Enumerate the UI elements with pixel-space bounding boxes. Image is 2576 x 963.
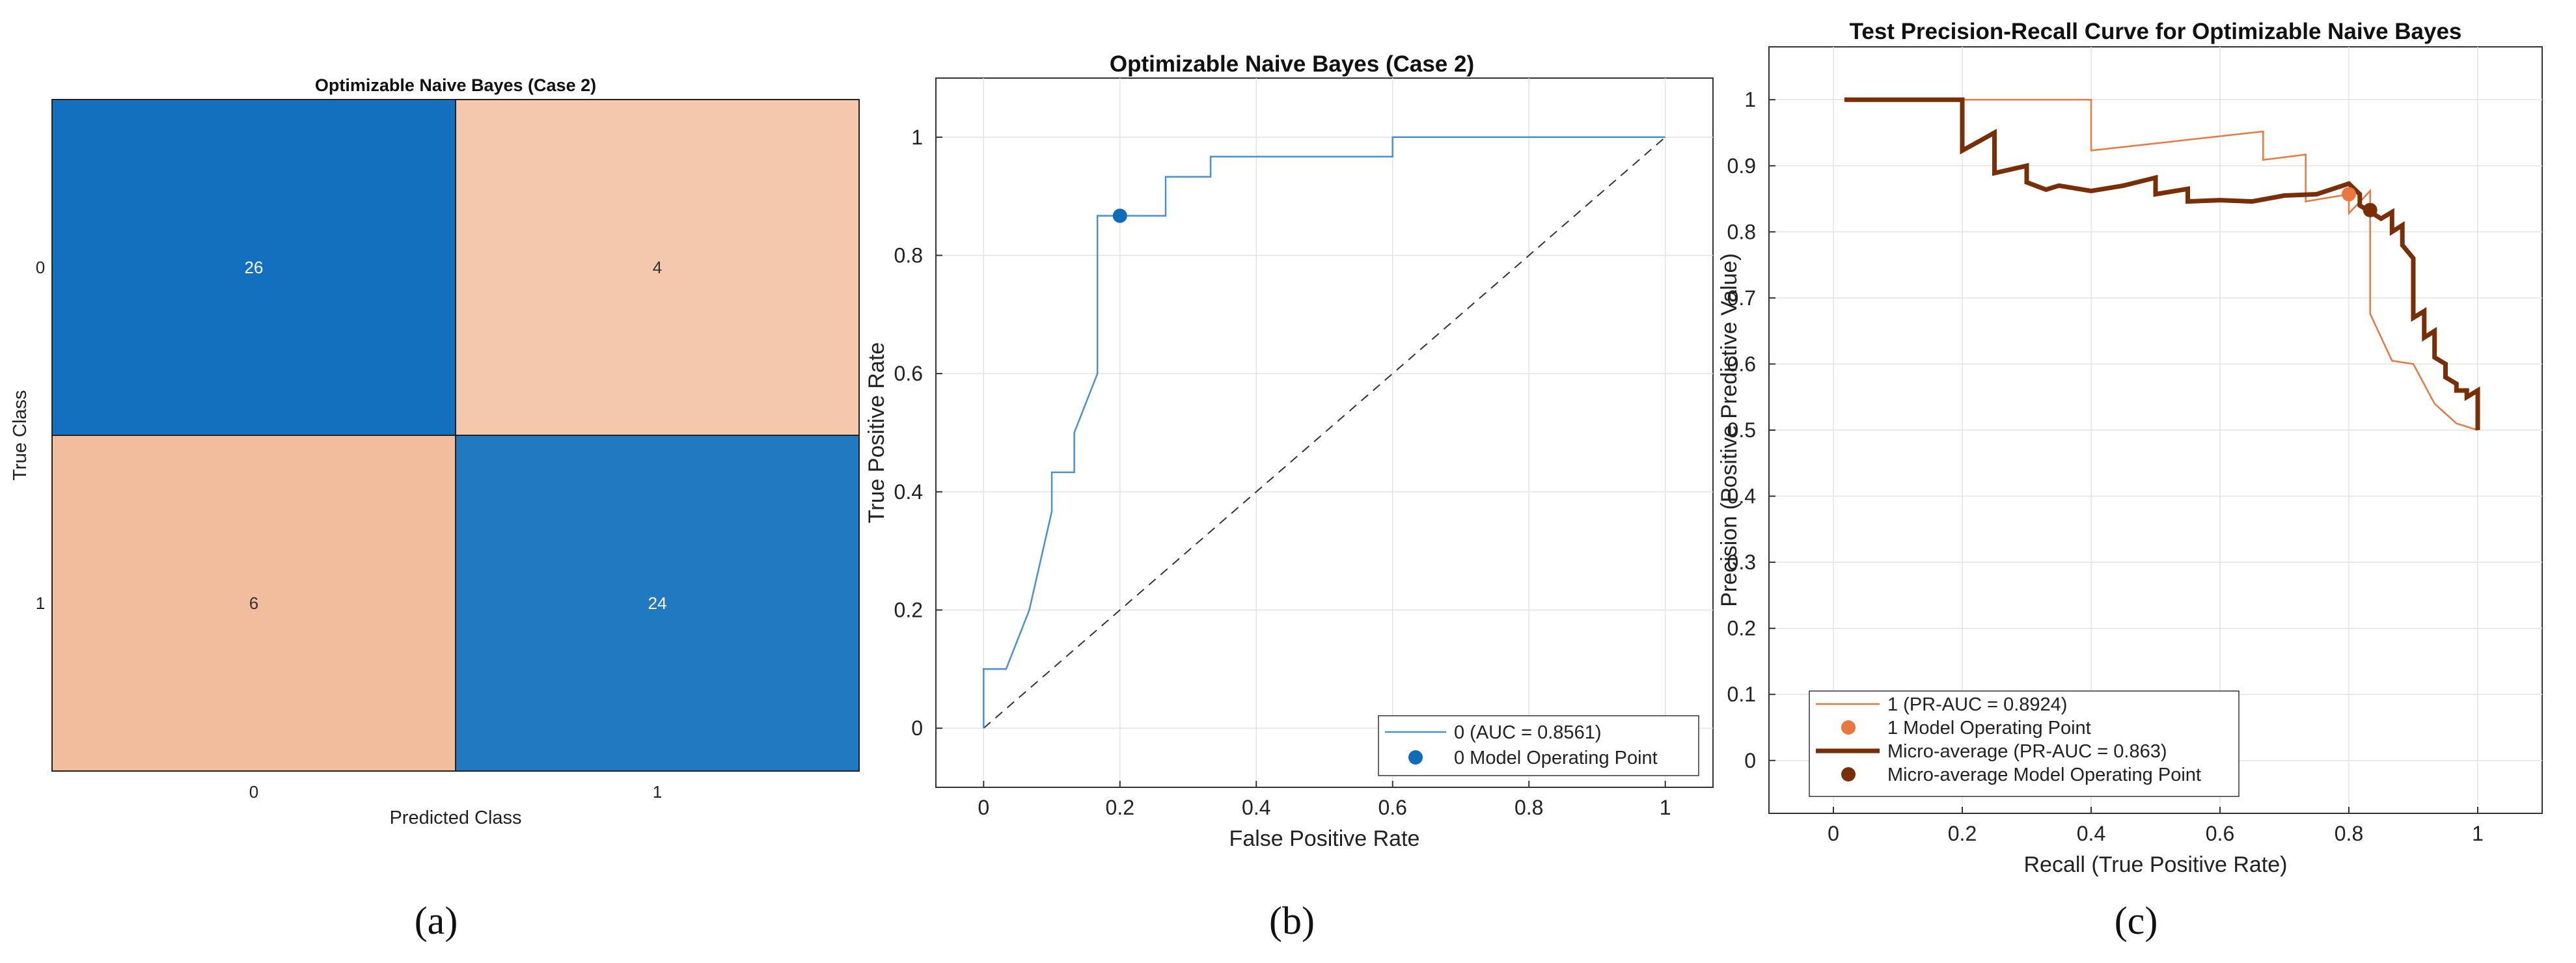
roc-title: Optimizable Naive Bayes (Case 2) (1110, 51, 1474, 77)
pr-xlabel: Recall (True Positive Rate) (2024, 852, 2288, 877)
cm-xtick-1: 1 (653, 782, 662, 802)
cm-cell-1-1 (455, 435, 860, 772)
roc-ytick-label-5: 1 (911, 126, 923, 149)
roc-xtick-label-0: 0 (978, 796, 989, 819)
pr-operating-point-micro (2363, 202, 2377, 217)
cm-xlabel: Predicted Class (389, 807, 521, 828)
pr-legend-label-op-micro: Micro-average Model Operating Point (1887, 765, 2201, 785)
roc-ytick-label-0: 0 (911, 716, 923, 740)
pr-xtick-label-1: 0.2 (1948, 822, 1977, 845)
roc-ytick-label-2: 0.4 (894, 480, 923, 504)
pr-ytick-label-6: 0.6 (1727, 352, 1756, 375)
roc-legend: 0 (AUC = 0.8561) 0 Model Operating Point (1378, 715, 1699, 776)
panel-label-c: (c) (2115, 899, 2158, 942)
pr-curve-class1 (1854, 98, 2478, 431)
roc-xtick-label-2: 0.4 (1242, 796, 1270, 819)
cm-value-1-1: 24 (648, 593, 667, 613)
cm-cell-0-1 (455, 99, 860, 436)
pr-xtick-label-0: 0 (1828, 822, 1839, 845)
pr-ytick-label-1: 0.1 (1727, 683, 1756, 706)
pr-ytick-label-8: 0.8 (1727, 220, 1756, 243)
confusion-matrix-panel: Optimizable Naive Bayes (Case 2) 26 4 6 … (10, 75, 860, 942)
cm-ytick-0: 0 (36, 258, 45, 277)
pr-legend-label-class1: 1 (PR-AUC = 0.8924) (1887, 694, 2067, 715)
panel-label-b: (b) (1269, 899, 1315, 942)
cm-title: Optimizable Naive Bayes (Case 2) (315, 75, 596, 95)
cm-value-0-1: 4 (653, 258, 662, 277)
roc-ticks: 0 0.2 0.4 0.6 0.8 1 0 0.2 0.4 0.6 0.8 1 (894, 126, 1671, 819)
cm-value-0-0: 26 (245, 258, 264, 277)
roc-curve-line (983, 136, 1665, 729)
pr-ytick-label-2: 0.2 (1727, 617, 1756, 640)
roc-curve-panel: Optimizable Naive Bayes (Case 2) 0 0.2 0.4… (864, 51, 1714, 942)
pr-ytick-label-9: 0.9 (1727, 154, 1756, 178)
pr-ylabel: Precision (Positive Predictive Value) (1717, 253, 1742, 607)
pr-ytick-label-3: 0.3 (1727, 550, 1756, 574)
pr-legend-swatch-op1 (1841, 720, 1856, 735)
roc-ytick-label-3: 0.6 (894, 362, 923, 385)
roc-xtick-label-4: 0.8 (1514, 796, 1543, 819)
pr-curve-micro-average (1844, 97, 2480, 430)
pr-ytick-label-10: 1 (1744, 88, 1756, 111)
cm-ytick-1: 1 (36, 593, 45, 613)
pr-legend-box (1809, 690, 2240, 797)
cm-value-1-0: 6 (249, 593, 258, 613)
roc-ytick-label-1: 0.2 (894, 599, 923, 622)
pr-ticks: 0 0.2 0.4 0.6 0.8 1 0 0.1 0.2 0.3 0.4 0.5 0.6 0.7 0.8 0… (1727, 88, 2484, 845)
panel-label-a: (a) (415, 899, 458, 942)
pr-title: Test Precision-Recall Curve for Optimiza… (1850, 19, 2462, 44)
roc-chance-line (983, 137, 1666, 729)
pr-ytick-label-4: 0.4 (1727, 485, 1756, 508)
pr-legend-label-micro: Micro-average (PR-AUC = 0.863) (1887, 741, 2167, 762)
roc-ytick-label-4: 0.8 (894, 244, 923, 267)
cm-xtick-0: 0 (249, 782, 258, 802)
pr-ytick-label-0: 0 (1744, 749, 1756, 772)
pr-operating-point-class1 (2342, 187, 2356, 202)
pr-curve-panel: Test Precision-Recall Curve for Optimiza… (1717, 19, 2543, 942)
pr-xtick-label-2: 0.4 (2077, 822, 2105, 845)
pr-xtick-label-4: 0.8 (2335, 822, 2363, 845)
cm-cell-0-0 (51, 99, 456, 436)
roc-legend-box (1378, 715, 1699, 776)
pr-legend-label-op1: 1 Model Operating Point (1887, 718, 2091, 739)
pr-ytick-label-7: 0.7 (1727, 286, 1756, 310)
pr-legend: 1 (PR-AUC = 0.8924) 1 Model Operating Po… (1809, 690, 2240, 797)
roc-axes-box (935, 77, 1714, 788)
roc-legend-label-curve: 0 (AUC = 0.8561) (1454, 722, 1601, 743)
roc-xtick-label-1: 0.2 (1106, 796, 1134, 819)
roc-ylabel: True Positive Rate (864, 342, 889, 523)
roc-legend-label-point: 0 Model Operating Point (1454, 748, 1658, 768)
roc-xlabel: False Positive Rate (1229, 826, 1420, 851)
roc-xtick-label-5: 1 (1660, 796, 1671, 819)
roc-xtick-label-3: 0.6 (1378, 796, 1406, 819)
pr-legend-swatch-op-micro (1841, 767, 1856, 781)
cm-ylabel: True Class (10, 390, 31, 480)
pr-xtick-label-3: 0.6 (2206, 822, 2234, 845)
roc-grid (936, 78, 1713, 787)
pr-ytick-label-5: 0.5 (1727, 418, 1756, 442)
cm-cell-1-0 (51, 435, 456, 772)
roc-operating-point (1112, 208, 1127, 223)
roc-legend-point-swatch (1408, 750, 1423, 765)
pr-xtick-label-5: 1 (2472, 822, 2484, 845)
